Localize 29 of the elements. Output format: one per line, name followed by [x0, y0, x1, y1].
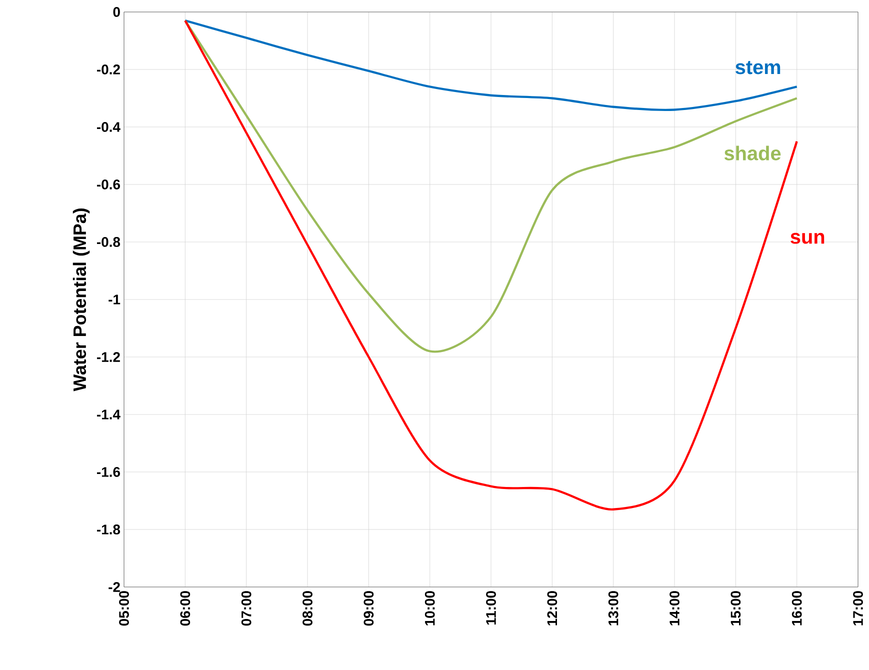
- x-tick-label: 05:00: [119, 591, 129, 626]
- x-tick-label: 15:00: [730, 591, 741, 626]
- y-tick-label: -1.2: [97, 352, 120, 362]
- series-label: sun: [790, 232, 824, 244]
- y-tick-label: -0.6: [97, 180, 120, 190]
- x-tick-label: 12:00: [547, 591, 558, 626]
- y-tick-label: -1: [108, 294, 120, 304]
- series-label: shade: [724, 146, 781, 160]
- series-label: stem: [736, 61, 780, 74]
- x-tick-label: 16:00: [792, 591, 802, 626]
- y-tick-label: -0.2: [97, 64, 120, 74]
- y-tick-label: -1.6: [97, 467, 120, 477]
- y-axis-title: Water Potential (MPa): [72, 208, 90, 392]
- x-tick-label: 08:00: [302, 591, 312, 626]
- line-series: [184, 20, 798, 111]
- x-tick-label: 06:00: [180, 591, 190, 626]
- y-tick-label: -2: [108, 582, 120, 592]
- y-tick-label: -1.4: [97, 410, 120, 420]
- x-tick-label: 14:00: [670, 591, 680, 626]
- x-tick-label: 11:00: [486, 591, 496, 625]
- x-tick-label: 13:00: [608, 591, 618, 626]
- y-tick-label: -0.4: [97, 122, 120, 132]
- y-tick-label: -0.8: [97, 237, 120, 247]
- x-tick-label: 09:00: [364, 591, 374, 626]
- x-tick-label: 07:00: [241, 591, 252, 626]
- x-tick-label: 10:00: [424, 591, 435, 626]
- x-tick-label: 17:00: [853, 591, 863, 626]
- y-tick-label: -1.8: [97, 524, 120, 534]
- y-tick-label: 0: [113, 7, 120, 17]
